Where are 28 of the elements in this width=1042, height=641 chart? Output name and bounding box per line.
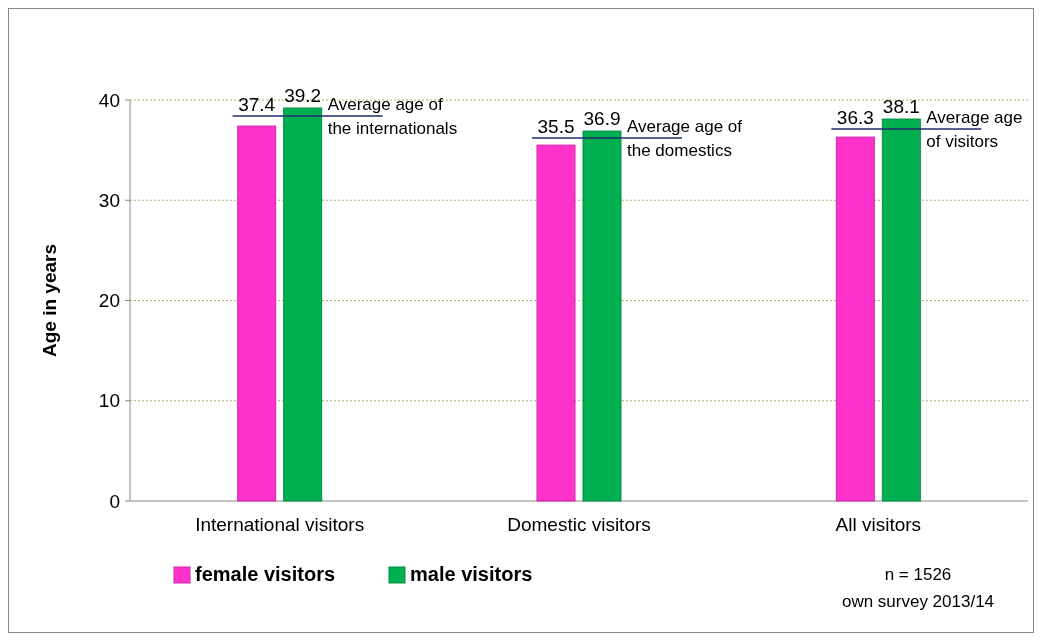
data-label: 37.4	[238, 94, 276, 116]
y-tick-label: 10	[98, 390, 120, 412]
annotation: Average age of the internationals	[327, 95, 458, 139]
x-tick-label: International visitors	[195, 514, 365, 535]
annotation: Average age of the domestics	[627, 117, 743, 161]
data-label: 35.5	[537, 116, 575, 138]
y-tick-label: 0	[109, 490, 120, 512]
bar	[835, 136, 875, 502]
bar	[881, 118, 921, 502]
data-label: 38.1	[882, 96, 920, 118]
data-label: 39.2	[284, 85, 322, 107]
y-axis-title: Age in years	[39, 244, 60, 357]
y-tick-label: 20	[98, 290, 120, 312]
legend-label: female visitors	[195, 563, 336, 585]
bar	[536, 144, 576, 502]
y-tick-label: 30	[98, 189, 120, 211]
data-label: 36.9	[583, 108, 621, 130]
bar	[283, 107, 323, 502]
annotation: Average age of visitors	[926, 108, 1023, 152]
bar	[237, 125, 277, 502]
bar	[582, 130, 622, 502]
x-tick-label: All visitors	[835, 514, 922, 535]
x-tick-label: Domestic visitors	[507, 514, 651, 535]
data-label: 36.3	[836, 107, 874, 129]
text: own survey 2013/14	[841, 592, 995, 611]
text: n = 1526	[884, 565, 952, 584]
legend-label: male visitors	[410, 563, 533, 585]
y-tick-label: 40	[98, 89, 120, 111]
